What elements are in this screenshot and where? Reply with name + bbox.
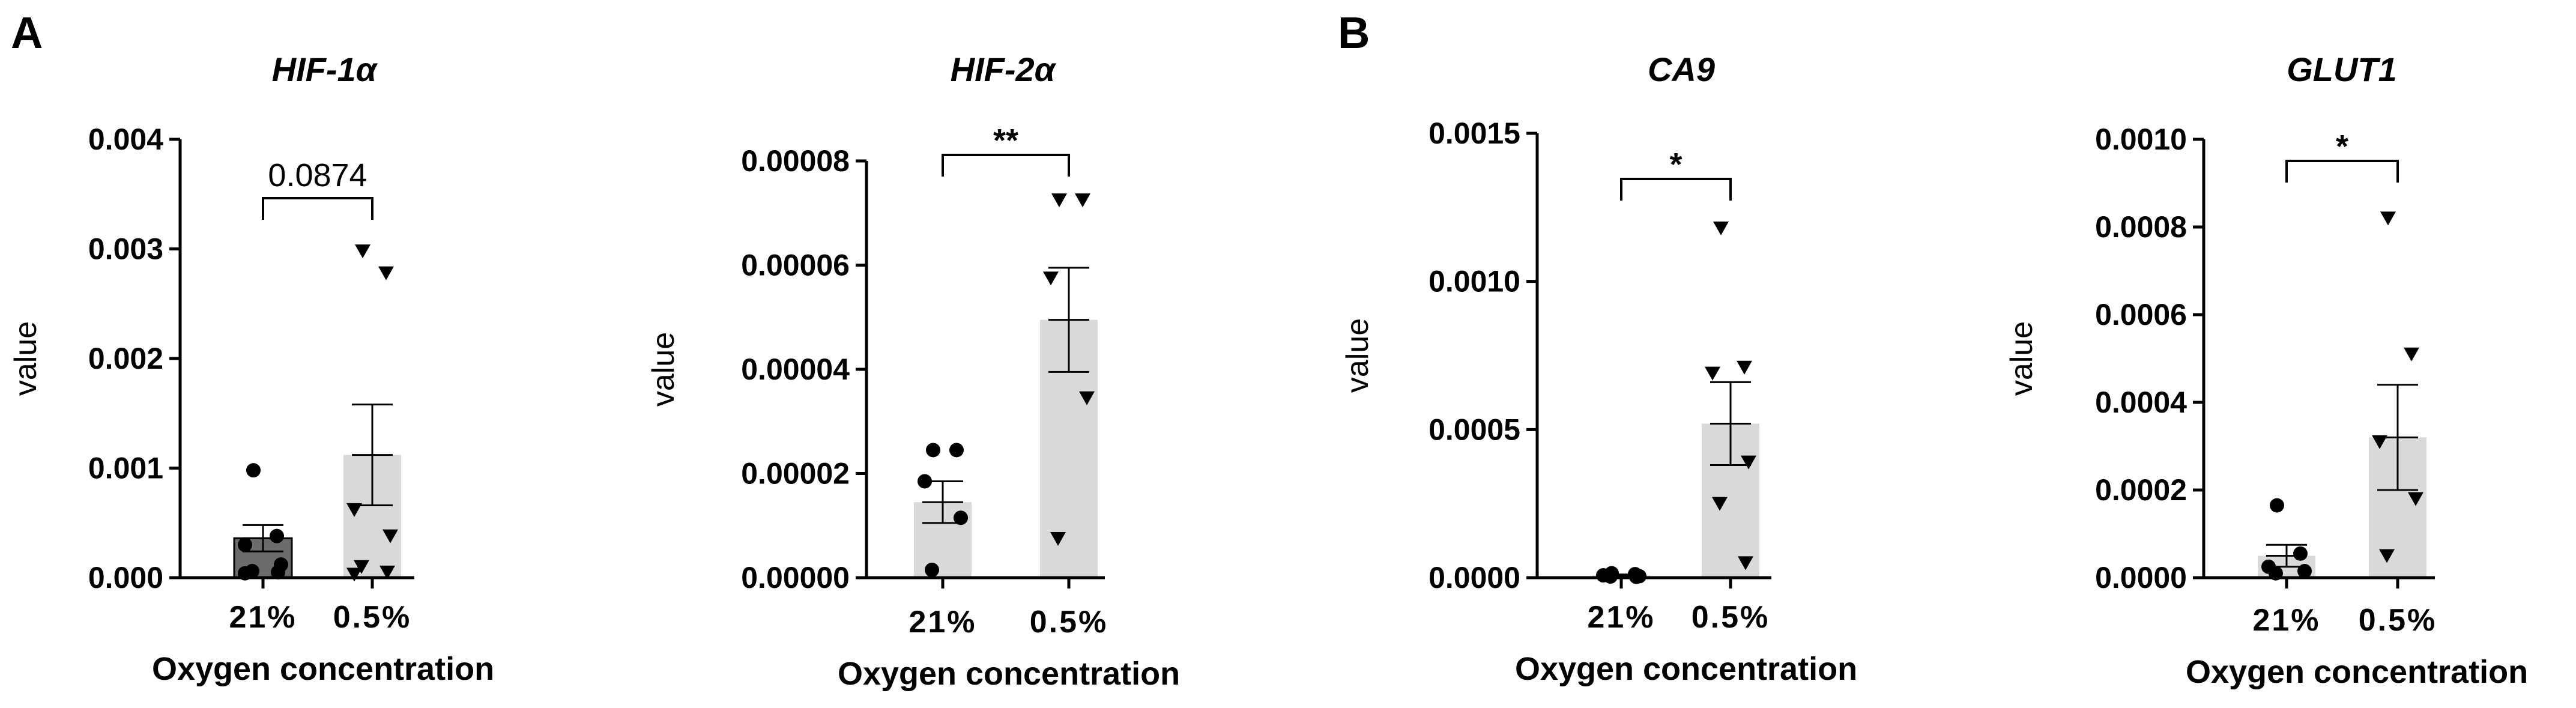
charts-container: HIF-1α value 0.000 0.001 0.002 0.003 0.004 21% 0… — [8, 50, 2528, 692]
y-tick-label: 0.0000 — [1429, 561, 1520, 595]
y-tick-label: 0.00006 — [741, 249, 850, 282]
chart-2: HIF-2α value 0.00000 0.00002 0.00004 0.00006 0… — [646, 50, 1180, 692]
x-axis-label: Oxygen concentration — [152, 651, 494, 687]
significance-label: 0.0874 — [268, 157, 367, 193]
x-tick-label: 21% — [1587, 600, 1655, 635]
error-bar-2 — [1710, 381, 1751, 467]
data-point — [355, 244, 370, 259]
data-point — [270, 528, 284, 543]
significance-label: * — [1669, 147, 1682, 183]
x-tick-label: 21% — [229, 600, 297, 635]
y-tick-label: 0.0002 — [2095, 473, 2187, 507]
data-point — [2293, 546, 2308, 561]
y-tick-label: 0.001 — [88, 452, 163, 485]
chart-title: CA9 — [1648, 50, 1715, 88]
x-tick-label: 0.5% — [1692, 600, 1770, 635]
y-axis-label: value — [646, 332, 681, 407]
y-tick-label: 0.0010 — [1429, 265, 1520, 298]
data-point — [2379, 549, 2395, 563]
x-tick-label: 0.5% — [333, 600, 412, 635]
data-point — [949, 443, 964, 458]
error-bar-2 — [1048, 267, 1089, 373]
x-tick-label: 0.5% — [2359, 603, 2437, 638]
data-point — [382, 529, 398, 543]
y-tick-label: 0.00004 — [741, 352, 850, 386]
y-tick-label: 0.004 — [88, 123, 163, 156]
chart-4: GLUT1 value 0.0000 0.0002 0.0004 0.0006 0.0008… — [2004, 50, 2528, 690]
data-point — [926, 443, 940, 458]
data-point — [1713, 221, 1729, 235]
significance-label: ** — [993, 123, 1018, 159]
x-axis-label: Oxygen concentration — [838, 656, 1180, 692]
data-point — [2270, 498, 2284, 513]
y-tick-label: 0.0008 — [2095, 210, 2187, 244]
x-tick-label: 0.5% — [1030, 605, 1108, 640]
chart-1: HIF-1α value 0.000 0.001 0.002 0.003 0.004 21% 0… — [8, 50, 494, 687]
y-tick-label: 0.0006 — [2095, 298, 2187, 331]
data-point — [346, 567, 362, 582]
data-point — [1075, 193, 1090, 208]
data-point — [1079, 391, 1095, 405]
x-tick-label: 21% — [2252, 603, 2320, 638]
panel-letter-b: B — [1338, 8, 1370, 58]
data-point — [271, 564, 285, 579]
data-point — [2380, 211, 2396, 226]
data-point — [238, 537, 252, 552]
y-tick-label: 0.00008 — [741, 144, 850, 178]
data-point — [379, 565, 395, 579]
data-point — [1043, 271, 1059, 286]
data-point — [1050, 531, 1066, 546]
data-point — [2372, 435, 2387, 449]
significance-bracket — [942, 154, 1070, 177]
x-tick-label: 21% — [909, 605, 976, 640]
data-point — [2408, 492, 2423, 506]
y-tick-label: 0.000 — [88, 561, 163, 595]
y-axis-label: value — [8, 321, 43, 396]
chart-title: GLUT1 — [2287, 50, 2397, 88]
chart-title: HIF-1α — [272, 50, 378, 88]
data-point — [1738, 556, 1753, 570]
significance-bracket — [262, 197, 373, 220]
y-tick-label: 0.0000 — [2095, 561, 2187, 595]
significance-bracket — [2285, 160, 2399, 183]
data-point — [246, 463, 261, 478]
data-point — [918, 474, 932, 489]
x-axis-label: Oxygen concentration — [2186, 654, 2528, 690]
data-point — [2297, 564, 2312, 579]
data-point — [354, 560, 369, 574]
y-tick-label: 0.003 — [88, 232, 163, 266]
y-axis-label: value — [2004, 321, 2039, 396]
y-tick-label: 0.00000 — [741, 561, 850, 595]
chart-title: HIF-2α — [951, 50, 1057, 88]
y-tick-label: 0.0015 — [1429, 116, 1520, 150]
x-axis-label: Oxygen concentration — [1515, 651, 1857, 687]
data-point — [1051, 193, 1067, 208]
data-point — [1741, 455, 1756, 470]
data-point — [2404, 347, 2419, 362]
data-point — [925, 562, 939, 577]
data-point — [954, 510, 968, 525]
significance-label: * — [2336, 129, 2348, 165]
y-tick-label: 0.0004 — [2095, 386, 2187, 419]
y-tick-label: 0.002 — [88, 342, 163, 375]
significance-bracket — [1620, 178, 1732, 201]
data-point — [1712, 497, 1728, 511]
data-point — [1737, 360, 1752, 375]
data-point — [378, 266, 394, 280]
data-point — [346, 503, 362, 517]
y-tick-label: 0.0010 — [2095, 123, 2187, 156]
chart-3: CA9 value 0.0000 0.0005 0.0010 0.0015 21% 0.5% O… — [1340, 50, 1857, 687]
y-tick-label: 0.0005 — [1429, 413, 1520, 446]
panel-letter-a: A — [11, 8, 43, 58]
data-point — [1705, 366, 1720, 381]
y-axis-label: value — [1340, 318, 1375, 393]
y-tick-label: 0.00002 — [741, 457, 850, 491]
